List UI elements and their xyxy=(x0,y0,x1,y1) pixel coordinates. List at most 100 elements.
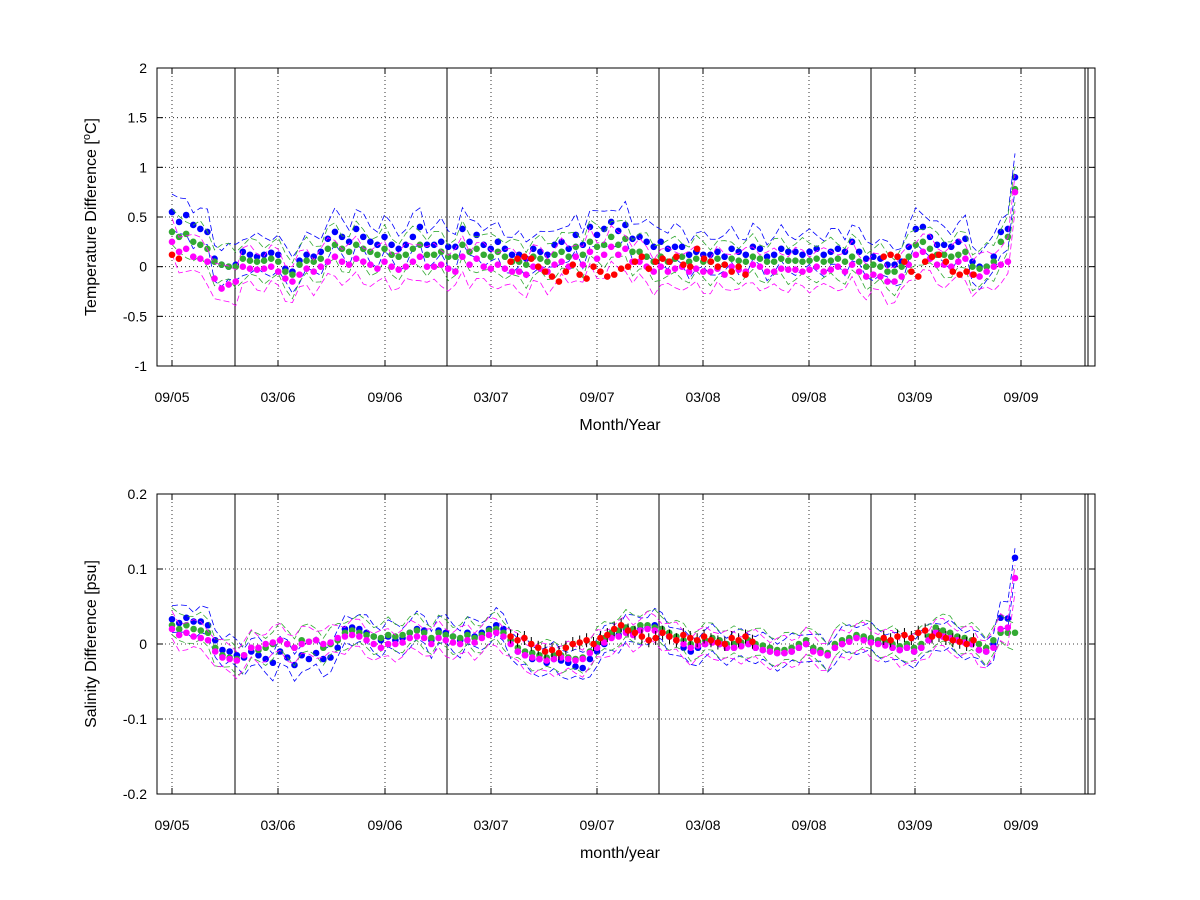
data-point xyxy=(218,285,225,292)
data-point xyxy=(569,640,577,648)
data-point xyxy=(508,268,516,275)
data-point xyxy=(990,644,997,652)
data-point xyxy=(388,263,395,270)
data-point xyxy=(442,636,450,644)
data-point xyxy=(423,263,431,270)
data-point xyxy=(860,636,867,644)
data-point xyxy=(962,255,969,263)
data-point xyxy=(473,255,480,263)
data-point xyxy=(289,271,296,278)
data-point xyxy=(282,275,289,282)
data-point xyxy=(756,245,764,253)
data-point xyxy=(824,651,831,659)
x-tick-label: 03/07 xyxy=(473,389,508,405)
data-point xyxy=(487,245,495,253)
data-point xyxy=(834,263,842,270)
data-point xyxy=(363,636,370,644)
data-point xyxy=(645,636,653,644)
data-point xyxy=(903,644,911,652)
y-tick-label: -0.5 xyxy=(123,308,147,324)
data-point xyxy=(963,268,970,275)
data-point xyxy=(182,211,190,219)
data-point xyxy=(908,268,915,275)
data-point xyxy=(413,633,421,640)
data-point xyxy=(624,627,632,634)
data-point xyxy=(423,251,431,259)
data-point xyxy=(435,634,442,642)
data-point xyxy=(409,245,417,253)
data-point xyxy=(614,251,622,259)
data-point xyxy=(204,629,212,637)
data-point xyxy=(728,245,735,253)
data-point xyxy=(898,263,905,270)
data-point xyxy=(367,261,374,268)
data-point xyxy=(428,634,435,642)
data-point xyxy=(246,257,254,265)
data-point xyxy=(521,634,528,642)
data-point xyxy=(1004,258,1012,266)
data-point xyxy=(569,261,577,268)
data-point xyxy=(395,253,402,261)
data-point xyxy=(940,241,948,249)
data-point xyxy=(320,640,327,648)
data-point xyxy=(586,238,594,246)
data-point xyxy=(919,238,927,246)
data-point xyxy=(459,253,466,261)
data-point xyxy=(175,631,183,639)
data-point xyxy=(652,634,659,642)
data-point xyxy=(593,243,601,251)
data-point xyxy=(197,634,205,642)
data-point xyxy=(631,629,639,637)
data-point xyxy=(921,627,929,634)
data-point xyxy=(471,639,478,646)
data-point xyxy=(799,258,806,266)
data-point xyxy=(168,615,176,623)
data-point xyxy=(324,235,332,243)
data-point xyxy=(175,248,183,256)
data-point xyxy=(324,258,332,266)
data-point xyxy=(374,265,381,272)
data-point xyxy=(975,646,983,654)
data-point xyxy=(384,631,392,639)
data-point xyxy=(276,636,284,644)
data-point xyxy=(558,248,565,256)
data-point xyxy=(515,268,523,275)
data-point xyxy=(168,238,176,246)
data-point xyxy=(820,258,828,266)
data-point xyxy=(558,238,565,246)
data-point xyxy=(579,655,586,663)
data-point xyxy=(452,253,459,261)
data-point xyxy=(604,631,611,639)
data-point xyxy=(799,268,806,275)
data-point xyxy=(267,249,275,257)
data-point xyxy=(579,261,587,268)
data-point xyxy=(877,273,884,280)
data-point xyxy=(514,648,522,655)
data-point xyxy=(976,273,983,280)
data-point xyxy=(586,248,594,256)
envelope-lower-line xyxy=(171,210,1016,307)
data-point xyxy=(409,233,417,241)
data-point xyxy=(452,268,459,275)
data-point xyxy=(501,253,509,261)
data-point xyxy=(901,258,908,266)
data-point xyxy=(752,644,759,652)
data-point xyxy=(955,258,962,266)
data-point xyxy=(926,233,934,241)
data-point xyxy=(260,265,268,272)
data-point xyxy=(644,625,651,633)
data-point xyxy=(624,263,632,270)
data-point xyxy=(331,228,339,236)
data-point xyxy=(947,253,955,261)
data-point xyxy=(420,634,428,642)
data-point xyxy=(168,208,176,216)
data-point xyxy=(168,251,176,259)
x-tick-label: 09/08 xyxy=(791,389,826,405)
data-point xyxy=(914,273,922,280)
data-point xyxy=(813,255,820,263)
data-point xyxy=(817,649,824,657)
data-point xyxy=(894,633,901,640)
data-point xyxy=(742,251,750,259)
data-point xyxy=(692,265,700,272)
data-point xyxy=(356,633,363,640)
